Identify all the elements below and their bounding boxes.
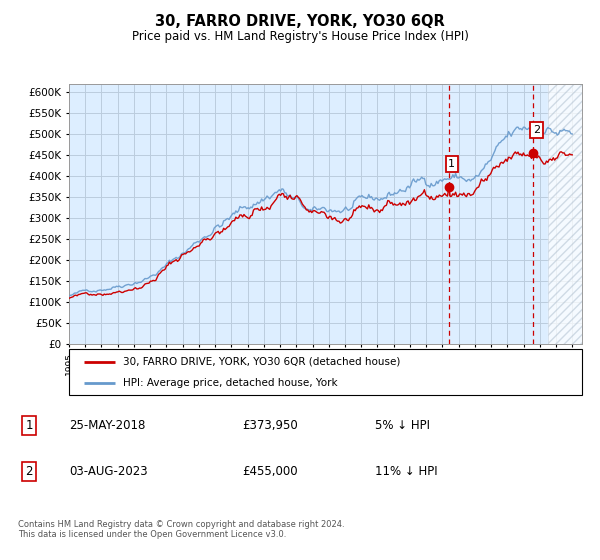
Text: 25-MAY-2018: 25-MAY-2018 [70, 419, 146, 432]
Text: 5% ↓ HPI: 5% ↓ HPI [375, 419, 430, 432]
FancyBboxPatch shape [69, 349, 582, 395]
Text: 30, FARRO DRIVE, YORK, YO30 6QR: 30, FARRO DRIVE, YORK, YO30 6QR [155, 14, 445, 29]
Text: £455,000: £455,000 [242, 465, 298, 478]
Text: 2: 2 [26, 465, 33, 478]
Bar [548, 84, 582, 344]
Text: Price paid vs. HM Land Registry's House Price Index (HPI): Price paid vs. HM Land Registry's House … [131, 30, 469, 43]
Text: 1: 1 [26, 419, 33, 432]
Text: £373,950: £373,950 [242, 419, 298, 432]
Text: 11% ↓ HPI: 11% ↓ HPI [375, 465, 437, 478]
Text: 03-AUG-2023: 03-AUG-2023 [70, 465, 148, 478]
Bar [548, 84, 582, 344]
Text: 1: 1 [448, 159, 455, 169]
Text: HPI: Average price, detached house, York: HPI: Average price, detached house, York [123, 379, 337, 388]
Text: 30, FARRO DRIVE, YORK, YO30 6QR (detached house): 30, FARRO DRIVE, YORK, YO30 6QR (detache… [123, 357, 400, 367]
Text: 2: 2 [533, 125, 540, 135]
Text: Contains HM Land Registry data © Crown copyright and database right 2024.
This d: Contains HM Land Registry data © Crown c… [18, 520, 344, 539]
